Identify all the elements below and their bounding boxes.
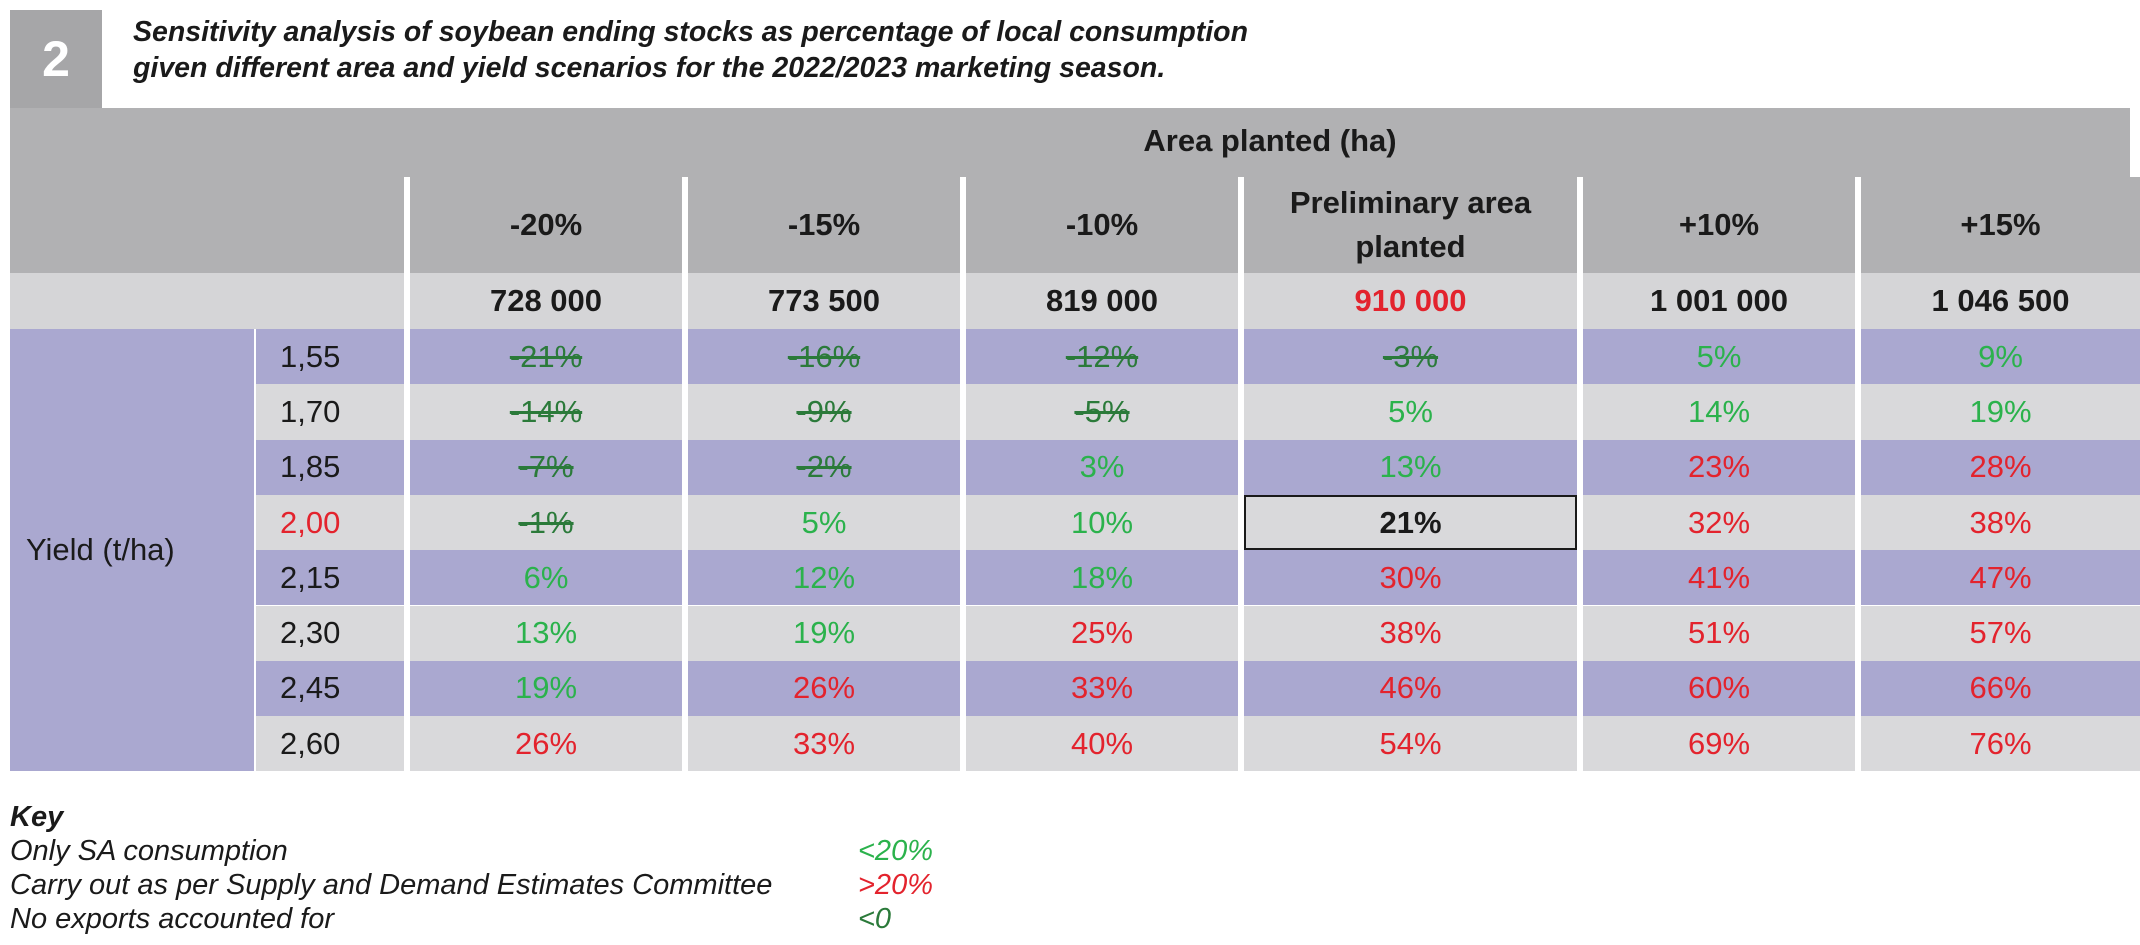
yield-value: 2,60 [256, 716, 404, 772]
yield-value: 1,85 [256, 439, 404, 495]
table-cell: -16% [688, 329, 960, 385]
key-value: <0 [858, 903, 892, 935]
table-cell: 13% [410, 605, 682, 661]
table-cell: 6% [410, 550, 682, 606]
key-label: No exports accounted for [10, 903, 335, 935]
yield-value: 2,00 [256, 494, 404, 551]
table-cell: 38% [1861, 494, 2140, 551]
yield-value: 1,55 [256, 329, 404, 385]
table-cell: -2% [688, 439, 960, 495]
table-cell: 40% [966, 716, 1238, 772]
table-cell: 57% [1861, 605, 2140, 661]
yield-value: 2,45 [256, 660, 404, 717]
key-value: <20% [858, 835, 933, 867]
table-cell: 19% [410, 660, 682, 717]
yield-axis-label: Yield (t/ha) [10, 329, 254, 772]
yield-value: 2,15 [256, 550, 404, 606]
column-header: Preliminary area planted [1244, 177, 1577, 273]
table-cell: 26% [688, 660, 960, 717]
key-title: Key [10, 801, 64, 833]
table-cell: 47% [1861, 550, 2140, 606]
table-cell: 33% [966, 660, 1238, 717]
table-cell: 66% [1861, 660, 2140, 717]
section-number-badge: 2 [10, 10, 102, 108]
table-cell: 28% [1861, 439, 2140, 495]
column-header: +15% [1861, 177, 2140, 273]
table-cell: -12% [966, 329, 1238, 385]
table-cell: 54% [1244, 716, 1577, 772]
column-area-value: 728 000 [410, 273, 682, 329]
table-cell: 38% [1244, 605, 1577, 661]
table-cell: 9% [1861, 329, 2140, 385]
table-cell: 12% [688, 550, 960, 606]
column-header: +10% [1583, 177, 1855, 273]
title-line-2: given different area and yield scenarios… [133, 52, 1166, 84]
table-cell: 5% [1244, 384, 1577, 440]
table-cell: -21% [410, 329, 682, 385]
table-cell: 5% [688, 494, 960, 551]
column-area-value: 1 001 000 [1583, 273, 1855, 329]
table-cell: 33% [688, 716, 960, 772]
key-row-red: Carry out as per Supply and Demand Estim… [10, 868, 933, 902]
table-cell: -1% [410, 494, 682, 551]
column-header: -20% [410, 177, 682, 273]
table-cell: 19% [1861, 384, 2140, 440]
table-cell: 30% [1244, 550, 1577, 606]
table-cell: 41% [1583, 550, 1855, 606]
table-cell: 23% [1583, 439, 1855, 495]
table-cell: 51% [1583, 605, 1855, 661]
key-row-negative: No exports accounted for <0 [10, 902, 891, 936]
key-label: Only SA consumption [10, 835, 288, 867]
table-cell: 46% [1244, 660, 1577, 717]
column-area-value: 819 000 [966, 273, 1238, 329]
column-area-value: 773 500 [688, 273, 960, 329]
table-cell: -7% [410, 439, 682, 495]
table-cell: 5% [1583, 329, 1855, 385]
area-planted-header: Area planted (ha) [1143, 122, 1397, 158]
table-cell: 32% [1583, 494, 1855, 551]
key-label: Carry out as per Supply and Demand Estim… [10, 869, 773, 901]
yield-value: 1,70 [256, 384, 404, 440]
header-corner [10, 177, 404, 273]
column-area-value: 910 000 [1244, 273, 1577, 329]
table-cell: -9% [688, 384, 960, 440]
yield-value: 2,30 [256, 605, 404, 661]
table-cell: 21% [1244, 494, 1577, 551]
table-cell: 14% [1583, 384, 1855, 440]
key-value: >20% [858, 869, 933, 901]
table-cell: 13% [1244, 439, 1577, 495]
table-cell: 26% [410, 716, 682, 772]
column-area-value: 1 046 500 [1861, 273, 2140, 329]
table-cell: 10% [966, 494, 1238, 551]
figure-title: Sensitivity analysis of soybean ending s… [133, 14, 1248, 86]
table-cell: 60% [1583, 660, 1855, 717]
table-cell: 76% [1861, 716, 2140, 772]
column-header: -15% [688, 177, 960, 273]
table-cell: 25% [966, 605, 1238, 661]
table-cell: 18% [966, 550, 1238, 606]
column-header: -10% [966, 177, 1238, 273]
area-header-band [10, 108, 2130, 177]
table-cell: 3% [966, 439, 1238, 495]
table-cell: 19% [688, 605, 960, 661]
header-corner-lower [10, 273, 404, 329]
table-cell: -3% [1244, 329, 1577, 385]
table-cell: 69% [1583, 716, 1855, 772]
table-cell: -14% [410, 384, 682, 440]
key-legend: Key Only SA consumption <20% Carry out a… [10, 800, 933, 936]
title-line-1: Sensitivity analysis of soybean ending s… [133, 16, 1248, 48]
key-row-green: Only SA consumption <20% [10, 834, 933, 868]
table-cell: -5% [966, 384, 1238, 440]
